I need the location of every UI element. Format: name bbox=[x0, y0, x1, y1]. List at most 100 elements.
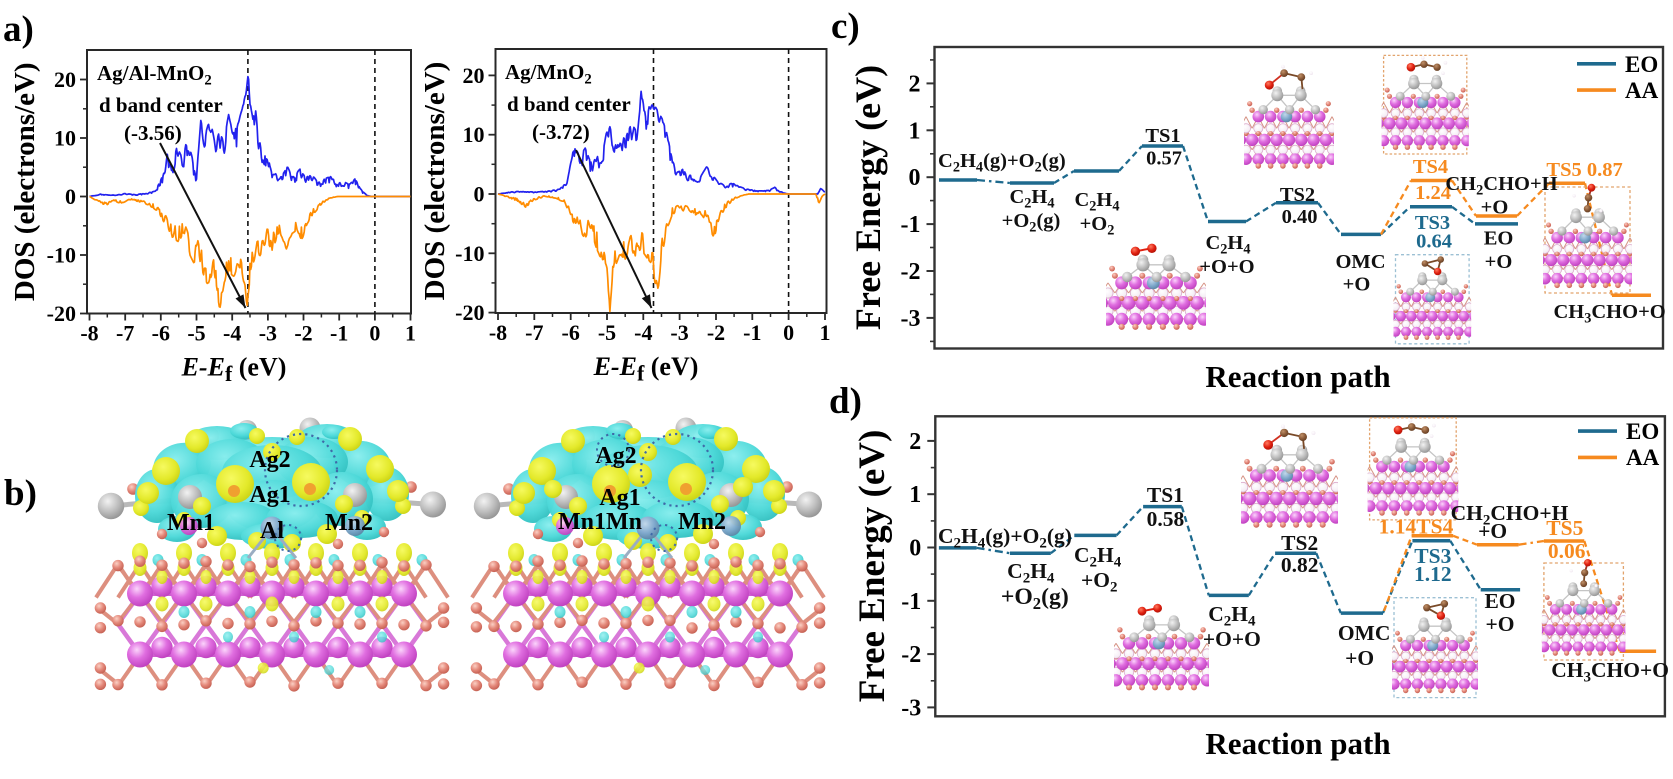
svg-text:-20: -20 bbox=[47, 301, 76, 326]
svg-text:+O2: +O2 bbox=[1081, 568, 1117, 596]
svg-text:-20: -20 bbox=[455, 300, 484, 325]
svg-text:-2: -2 bbox=[707, 320, 725, 345]
svg-text:C2H4: C2H4 bbox=[1009, 186, 1054, 212]
svg-text:1: 1 bbox=[820, 320, 831, 345]
svg-text:Mn2: Mn2 bbox=[325, 510, 373, 536]
svg-text:+O: +O bbox=[1478, 519, 1507, 543]
svg-text:-1: -1 bbox=[901, 212, 921, 238]
svg-text:1: 1 bbox=[405, 321, 416, 346]
svg-text:TS5: TS5 bbox=[1546, 516, 1583, 540]
svg-text:+O: +O bbox=[1343, 274, 1371, 296]
svg-text:EO: EO bbox=[1626, 419, 1659, 444]
svg-text:C2H4: C2H4 bbox=[1074, 189, 1119, 215]
svg-text:0: 0 bbox=[909, 165, 921, 191]
svg-text:-1: -1 bbox=[743, 320, 761, 345]
svg-text:Ag2: Ag2 bbox=[595, 443, 636, 469]
svg-text:10: 10 bbox=[463, 122, 485, 147]
svg-text:OMC: OMC bbox=[1335, 251, 1385, 273]
svg-text:10: 10 bbox=[54, 126, 76, 151]
svg-text:CH3CHO+O: CH3CHO+O bbox=[1551, 658, 1669, 686]
svg-text:Reaction path: Reaction path bbox=[1205, 726, 1390, 761]
svg-text:Free Energy (eV): Free Energy (eV) bbox=[852, 430, 893, 703]
svg-text:C2H4: C2H4 bbox=[1007, 559, 1055, 587]
svg-text:DOS (electrons/eV): DOS (electrons/eV) bbox=[9, 62, 41, 301]
svg-text:a): a) bbox=[3, 9, 34, 50]
svg-text:-10: -10 bbox=[455, 241, 484, 266]
svg-text:0.40: 0.40 bbox=[1282, 206, 1318, 228]
svg-text:+O+O: +O+O bbox=[1203, 627, 1261, 651]
svg-text:0.64: 0.64 bbox=[1416, 231, 1452, 253]
svg-text:20: 20 bbox=[463, 63, 485, 88]
svg-text:Mn1: Mn1 bbox=[167, 510, 215, 536]
svg-text:-8: -8 bbox=[80, 321, 98, 346]
svg-text:0.57: 0.57 bbox=[1146, 148, 1182, 170]
svg-text:Ag1: Ag1 bbox=[599, 485, 640, 511]
svg-text:-4: -4 bbox=[634, 320, 652, 345]
svg-text:-3: -3 bbox=[901, 695, 921, 721]
svg-text:Reaction path: Reaction path bbox=[1205, 359, 1390, 394]
svg-text:Al: Al bbox=[260, 518, 284, 544]
svg-text:Mn2: Mn2 bbox=[678, 509, 726, 535]
svg-text:DOS (electrons/eV): DOS (electrons/eV) bbox=[419, 62, 451, 301]
svg-text:(-3.72): (-3.72) bbox=[532, 120, 590, 144]
svg-text:0: 0 bbox=[369, 321, 380, 346]
svg-text:TS1: TS1 bbox=[1147, 483, 1184, 507]
svg-text:CH2CHO+H: CH2CHO+H bbox=[1445, 173, 1557, 199]
svg-text:-5: -5 bbox=[598, 320, 616, 345]
svg-text:E-Ef (eV): E-Ef (eV) bbox=[593, 352, 699, 386]
svg-text:d): d) bbox=[829, 381, 862, 422]
svg-text:0: 0 bbox=[783, 320, 794, 345]
svg-text:Ag/MnO2: Ag/MnO2 bbox=[505, 60, 592, 88]
svg-text:C2H4: C2H4 bbox=[1208, 602, 1256, 630]
svg-text:TS2: TS2 bbox=[1280, 184, 1315, 206]
svg-text:C2H4: C2H4 bbox=[1074, 543, 1122, 571]
svg-text:TS3: TS3 bbox=[1414, 544, 1451, 568]
svg-text:OMC: OMC bbox=[1338, 621, 1391, 645]
svg-text:d band center: d band center bbox=[507, 92, 631, 116]
svg-text:CH3CHO+O: CH3CHO+O bbox=[1553, 301, 1665, 327]
svg-text:AA: AA bbox=[1626, 445, 1660, 470]
svg-text:0: 0 bbox=[474, 182, 485, 207]
svg-text:TS5 0.87: TS5 0.87 bbox=[1546, 159, 1622, 181]
svg-text:EO: EO bbox=[1484, 589, 1515, 613]
svg-text:EO: EO bbox=[1484, 228, 1514, 250]
svg-text:0.82: 0.82 bbox=[1281, 553, 1319, 577]
svg-text:1: 1 bbox=[909, 118, 921, 144]
svg-text:-7: -7 bbox=[525, 320, 543, 345]
svg-text:1.14TS4: 1.14TS4 bbox=[1379, 515, 1454, 539]
svg-text:+O2(g): +O2(g) bbox=[1002, 210, 1061, 236]
svg-text:1.12: 1.12 bbox=[1414, 562, 1452, 586]
svg-text:C2H4(g)+O2(g): C2H4(g)+O2(g) bbox=[938, 150, 1066, 176]
svg-text:+O: +O bbox=[1481, 197, 1509, 219]
svg-text:0: 0 bbox=[909, 536, 921, 562]
svg-text:+O2: +O2 bbox=[1080, 213, 1115, 239]
svg-text:Ag/Al-MnO2: Ag/Al-MnO2 bbox=[97, 61, 212, 89]
svg-text:TS2: TS2 bbox=[1281, 531, 1318, 555]
svg-text:-3: -3 bbox=[259, 321, 277, 346]
svg-text:EO: EO bbox=[1625, 52, 1658, 77]
svg-text:b): b) bbox=[4, 473, 37, 514]
svg-text:E-Ef (eV): E-Ef (eV) bbox=[181, 353, 287, 387]
svg-text:-1: -1 bbox=[330, 321, 348, 346]
svg-text:-10: -10 bbox=[47, 243, 76, 268]
svg-text:0.06: 0.06 bbox=[1548, 539, 1586, 563]
svg-text:-2: -2 bbox=[901, 259, 921, 285]
svg-text:-3: -3 bbox=[901, 306, 921, 332]
svg-text:0.58: 0.58 bbox=[1147, 507, 1185, 531]
svg-text:(-3.56): (-3.56) bbox=[124, 121, 182, 145]
svg-text:1: 1 bbox=[909, 482, 921, 508]
svg-text:C2H4(g)+O2(g): C2H4(g)+O2(g) bbox=[938, 524, 1072, 552]
svg-text:Free Energy (eV): Free Energy (eV) bbox=[848, 65, 888, 330]
svg-text:-3: -3 bbox=[670, 320, 688, 345]
svg-text:-2: -2 bbox=[294, 321, 312, 346]
svg-text:AA: AA bbox=[1625, 78, 1659, 103]
svg-text:d band center: d band center bbox=[99, 93, 223, 117]
svg-text:+O: +O bbox=[1345, 646, 1374, 670]
svg-text:2: 2 bbox=[909, 429, 921, 455]
svg-text:CH2CHO+H: CH2CHO+H bbox=[1451, 501, 1569, 529]
svg-text:-4: -4 bbox=[223, 321, 241, 346]
svg-text:TS3: TS3 bbox=[1415, 212, 1450, 234]
svg-text:20: 20 bbox=[54, 67, 76, 92]
svg-text:Mn1Mn: Mn1Mn bbox=[558, 509, 642, 535]
svg-text:+O: +O bbox=[1486, 612, 1515, 636]
